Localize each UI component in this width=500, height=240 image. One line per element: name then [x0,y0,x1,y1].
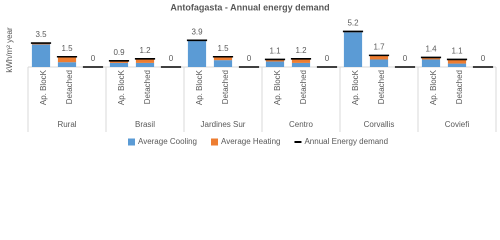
bar-segment [213,56,233,61]
bar-segment [135,58,155,63]
y-axis-label: kWh/m² year [5,27,14,73]
legend-marker [211,138,219,146]
data-label: 3.5 [35,30,47,39]
legend-label: Average Heating [221,137,280,146]
bar-segment [213,60,233,67]
data-label: 1.5 [61,44,73,53]
bar-segment [265,59,285,62]
data-label: 0 [169,54,174,63]
group-label: Jardines Sur [201,120,246,129]
bar-segment [447,63,467,67]
x-tick-label: Detached [143,70,152,104]
data-label: 1.1 [269,47,281,56]
data-label: 0.9 [113,48,125,57]
x-tick-label: Detached [299,70,308,104]
group-label: Coviefi [445,120,470,129]
bar-segment [447,59,467,64]
group-label: Corvallis [364,120,395,129]
x-tick-label: Ap. BlocK [273,69,282,105]
x-tick-label: Ap. BlocK [351,69,360,105]
bar-segment [369,59,389,67]
bar-segment [421,57,441,60]
bar-segment [135,62,155,67]
x-tick-label: Ap. BlocK [429,69,438,105]
bar-segment [291,58,311,63]
legend-label: Annual Energy demand [304,137,388,146]
data-label: 0 [325,54,330,63]
chart-title: Antofagasta - Annual energy demand [170,2,329,12]
data-label: 1.5 [217,44,229,53]
data-label: 1.2 [139,46,151,55]
bar-segment [265,61,285,67]
x-tick-label: Detached [65,70,74,104]
group-label: Brasil [135,120,155,129]
x-tick-label: Detached [377,70,386,104]
data-label: 0 [91,54,96,63]
bar-segment [109,62,129,67]
data-label: 3.9 [191,27,203,36]
data-label: 1.1 [451,47,463,56]
bar-segment [187,41,207,67]
bar-segment [421,59,441,67]
x-tick-label: Detached [221,70,230,104]
bar-segment [343,32,363,67]
data-label: 0 [247,54,252,63]
data-label: 1.4 [425,45,437,54]
data-label: 1.7 [373,42,385,51]
legend-marker [128,138,135,146]
data-label: 1.2 [295,46,307,55]
legend-label: Average Cooling [138,137,197,146]
bar-segment [291,62,311,67]
bar-segment [57,56,77,63]
bar-segment [369,55,389,60]
group-label: Rural [57,120,76,129]
chart: Antofagasta - Annual energy demand kWh/m… [5,2,497,146]
bar-segment [31,44,51,67]
x-tick-label: Ap. BlocK [39,69,48,105]
bar-segment [109,60,129,63]
x-tick-label: Ap. BlocK [117,69,126,105]
data-label: 5.2 [347,19,359,28]
x-tick-label: Detached [455,70,464,104]
bar-segment [57,62,77,67]
data-label: 0 [403,54,408,63]
group-label: Centro [289,120,314,129]
x-tick-label: Ap. BlocK [195,69,204,105]
data-label: 0 [481,54,486,63]
